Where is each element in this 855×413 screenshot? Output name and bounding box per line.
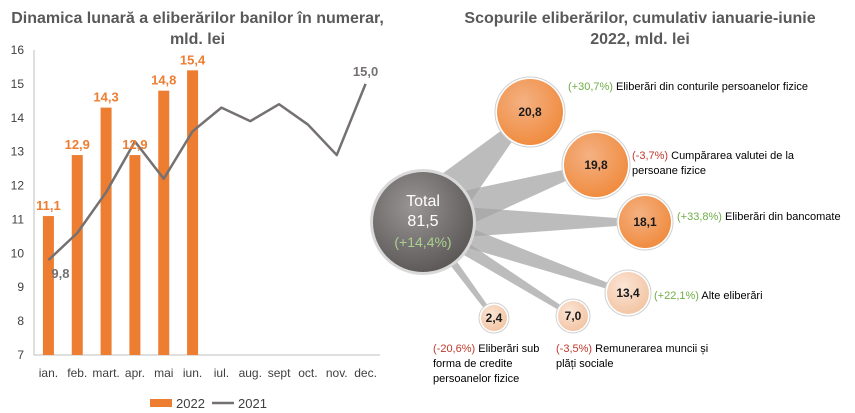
y-tick-label: 7 bbox=[17, 348, 24, 362]
bar-2022 bbox=[187, 70, 199, 355]
bubble-value: 19,8 bbox=[584, 158, 608, 172]
caption-label: Alte eliberări bbox=[698, 290, 763, 302]
bubble-caption: (-20,6%) Eliberări sub forma de credite … bbox=[433, 342, 553, 387]
caption-label: Eliberări din conturile persoanelor fizi… bbox=[612, 81, 808, 93]
caption-change: (-3,5%) bbox=[556, 343, 593, 355]
x-tick-label: oct. bbox=[298, 366, 317, 380]
bubble-value: 2,4 bbox=[486, 311, 503, 325]
caption-change: (-3,7%) bbox=[632, 150, 669, 162]
bubble bbox=[607, 272, 649, 314]
y-tick-label: 9 bbox=[17, 280, 24, 294]
y-tick-label: 10 bbox=[11, 246, 25, 260]
bubble-value: 18,1 bbox=[633, 215, 657, 229]
total-value: 81,5 bbox=[407, 213, 439, 230]
left-chart-title: Dinamica lunară a eliberărilor banilor î… bbox=[11, 10, 384, 48]
bar-data-label: 14,8 bbox=[151, 73, 176, 88]
bar-2022 bbox=[158, 90, 170, 356]
legend-swatch-2022 bbox=[150, 399, 172, 407]
caption-label: Eliberări sub forma de credite persoanel… bbox=[433, 343, 540, 385]
legend-label-2021: 2021 bbox=[238, 396, 267, 411]
bar-data-label: 15,4 bbox=[180, 52, 206, 67]
bubble bbox=[481, 305, 507, 331]
y-tick-label: 11 bbox=[12, 212, 25, 226]
bar-2022 bbox=[100, 107, 112, 355]
bubble-value: 13,4 bbox=[616, 286, 640, 300]
legend-label-2022: 2022 bbox=[176, 396, 205, 411]
bubble-caption: (+33,8%) Eliberări din bancomate bbox=[677, 210, 852, 225]
bubble-caption: (+22,1%) Alte eliberări bbox=[654, 289, 829, 304]
y-tick-label: 12 bbox=[11, 179, 25, 193]
bar-data-label: 12,9 bbox=[65, 137, 90, 152]
caption-change: (+22,1%) bbox=[654, 290, 699, 302]
bubble-value: 7,0 bbox=[565, 309, 582, 323]
bar-2022 bbox=[71, 155, 83, 355]
caption-label: Cumpărarea valutei de la persoane fizice bbox=[632, 150, 795, 177]
bar-2022 bbox=[42, 216, 54, 355]
bubble bbox=[558, 301, 588, 331]
bar-data-label: 14,3 bbox=[93, 90, 118, 105]
caption-label: Eliberări din bancomate bbox=[721, 211, 841, 223]
total-title: Total bbox=[406, 193, 440, 210]
line-data-label: 15,0 bbox=[353, 64, 378, 79]
x-tick-label: iun. bbox=[183, 366, 202, 380]
x-tick-label: ian. bbox=[39, 366, 58, 380]
bubble bbox=[564, 133, 628, 197]
x-tick-label: aug. bbox=[239, 366, 262, 380]
bubble bbox=[497, 79, 563, 145]
x-tick-label: dec. bbox=[354, 366, 377, 380]
caption-change: (+30,7%) bbox=[568, 81, 613, 93]
caption-change: (-20,6%) bbox=[433, 343, 476, 355]
right-chart-title: Scopurile eliberărilor, cumulativ ianuar… bbox=[464, 10, 816, 48]
x-tick-label: feb. bbox=[67, 366, 87, 380]
total-bubble bbox=[373, 172, 473, 272]
bubble bbox=[619, 196, 671, 248]
monthly-cash-chart: 7 8 9 10 11 12 13 14 15 16 ian. feb. mart. apr. mai iun… bbox=[11, 43, 380, 411]
y-tick-label: 16 bbox=[11, 43, 25, 57]
x-tick-label: nov. bbox=[326, 366, 348, 380]
x-tick-label: iul. bbox=[214, 366, 229, 380]
x-tick-label: mart. bbox=[92, 366, 119, 380]
bubble-caption: (-3,5%) Remunerarea muncii și plăți soci… bbox=[556, 342, 716, 372]
caption-change: (+33,8%) bbox=[677, 211, 722, 223]
x-tick-label: sept bbox=[268, 366, 291, 380]
bar-data-label: 11,1 bbox=[36, 198, 61, 213]
line-data-label: 9,8 bbox=[51, 266, 69, 281]
total-change: (+14,4%) bbox=[394, 234, 452, 250]
x-tick-label: mai bbox=[154, 366, 173, 380]
line-2021 bbox=[47, 83, 367, 262]
bar-data-label: 12,9 bbox=[122, 137, 147, 152]
y-tick-label: 13 bbox=[11, 145, 25, 159]
bubble-value: 20,8 bbox=[518, 105, 542, 119]
bubble-caption: (-3,7%) Cumpărarea valutei de la persoan… bbox=[632, 149, 807, 179]
total-label: Total 81,5 (+14,4%) bbox=[378, 192, 468, 252]
y-tick-label: 15 bbox=[11, 77, 25, 91]
bar-2022 bbox=[129, 155, 141, 355]
caption-label: Remunerarea muncii și plăți sociale bbox=[556, 343, 709, 370]
funnel-connector bbox=[423, 204, 645, 240]
y-tick-label: 8 bbox=[17, 314, 24, 328]
x-tick-label: apr. bbox=[125, 366, 145, 380]
y-tick-label: 14 bbox=[11, 111, 25, 125]
bubble-caption: (+30,7%) Eliberări din conturile persoan… bbox=[568, 80, 818, 95]
